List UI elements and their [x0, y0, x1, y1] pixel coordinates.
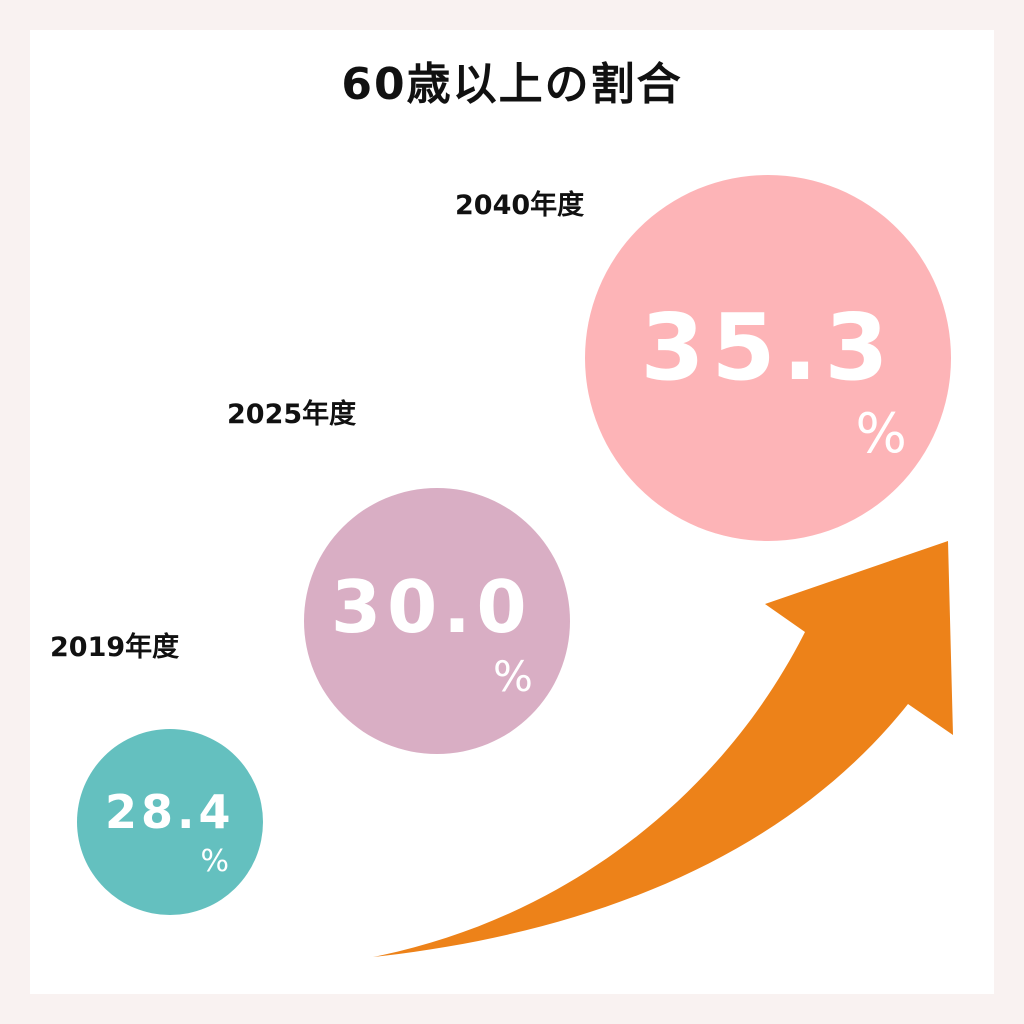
chart-title: 60歳以上の割合 [341, 59, 683, 110]
bubble-1 [304, 488, 570, 754]
bubble-unit-1: % [493, 652, 533, 701]
bubble-value-2: 35.3 [640, 294, 896, 401]
year-label-0: 2019年度 [50, 632, 180, 663]
bubble-2 [585, 175, 951, 541]
bubble-unit-2: % [855, 402, 907, 465]
bubble-0 [77, 729, 263, 915]
bubble-value-0: 28.4 [105, 785, 235, 839]
trend-arrow-shape [373, 541, 953, 957]
year-label-2: 2040年度 [455, 190, 585, 221]
bubble-unit-0: % [200, 844, 230, 879]
bubble-value-1: 30.0 [331, 565, 533, 649]
year-label-1: 2025年度 [227, 399, 357, 430]
